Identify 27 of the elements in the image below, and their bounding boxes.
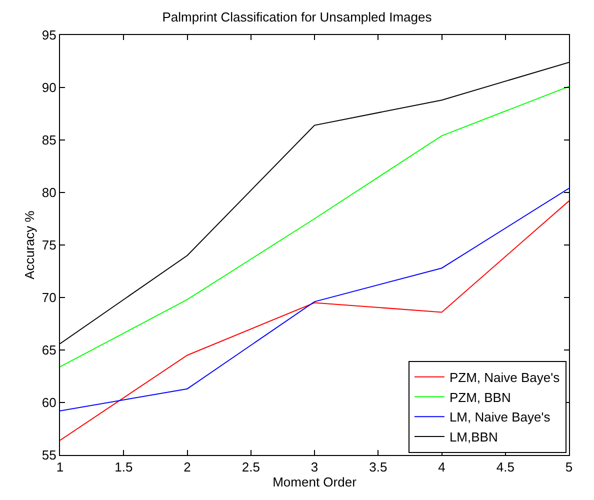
legend-label: PZM, Naive Baye's [449,370,560,385]
legend-label: PZM, BBN [449,390,511,405]
legend-label: LM, Naive Baye's [449,410,551,425]
chart-title: Palmprint Classification for Unsampled Images [162,10,432,25]
y-axis-title: Accuracy % [22,210,37,280]
x-tick-label: 4.5 [496,460,514,475]
x-axis-title: Moment Order [272,474,358,490]
x-tick-label: 2 [184,460,191,475]
y-tick-label: 90 [42,80,56,96]
x-tick-label: 1 [56,460,64,475]
x-tick-label: 3 [310,460,318,475]
y-tick-label: 75 [42,238,56,253]
y-tick-label: 85 [42,132,56,148]
y-tick-label: 80 [42,185,56,200]
x-tick-label: 4 [438,460,446,475]
y-tick-label: 60 [42,395,56,410]
y-tick-label: 65 [42,342,56,358]
line-series [60,188,569,412]
x-tick-label: 5 [565,460,573,475]
y-tick-label: 70 [42,290,56,306]
x-tick-label: 3.5 [369,460,388,475]
y-tick-label: 55 [42,448,56,463]
y-tick-label: 95 [42,28,56,43]
x-tick-label: 2.5 [242,460,260,475]
x-tick-label: 1.5 [114,460,133,475]
legend-label: LM,BBN [449,430,498,445]
line-series [60,86,569,368]
